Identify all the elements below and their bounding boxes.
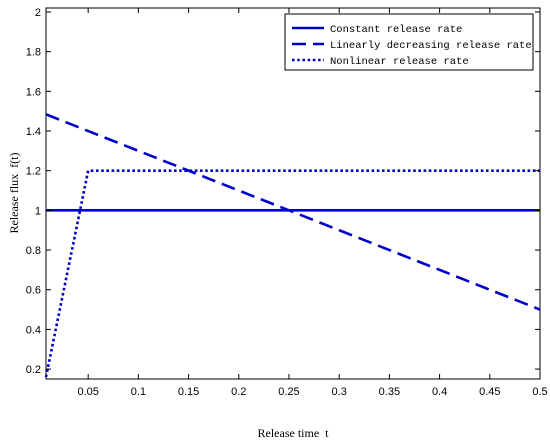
- legend-label-2: Linearly decreasing release rate: [330, 40, 532, 52]
- series-line-2: [45, 113, 541, 311]
- x-axis-label: Release time t: [258, 426, 330, 440]
- x-tick-label: 0.05: [77, 386, 98, 398]
- x-tick-label: 0.15: [178, 386, 199, 398]
- y-tick-label: 1.4: [26, 126, 41, 138]
- y-tick-label: 1.2: [26, 166, 41, 178]
- y-tick-label: 0.2: [26, 364, 41, 376]
- y-tick-label: 2: [35, 7, 41, 19]
- y-tick-label: 0.8: [26, 245, 41, 257]
- x-tick-label: 0.1: [131, 386, 146, 398]
- legend-label-3: Nonlinear release rate: [330, 56, 469, 68]
- x-tick-label: 0.4: [432, 386, 447, 398]
- y-axis-label: Release flux f(t): [7, 153, 21, 234]
- y-tick-label: 0.6: [26, 285, 41, 297]
- x-tick-label: 0.35: [379, 386, 400, 398]
- legend: Constant release rate Linearly decreasing…: [284, 13, 534, 71]
- x-tick-label: 0.5: [532, 386, 547, 398]
- y-tick-label: 1.8: [26, 47, 41, 59]
- x-tick-label: 0.2: [231, 386, 246, 398]
- ticks-layer: 0.05 0.1 0.15 0.2 0.25 0.3 0.35 0.4 0.45 0.5 0.2 0.…: [26, 7, 548, 398]
- y-tick-label: 1.6: [26, 86, 41, 98]
- x-tick-label: 0.3: [332, 386, 347, 398]
- x-tick-label: 0.25: [278, 386, 299, 398]
- y-tick-label: 0.4: [26, 324, 41, 336]
- x-tick-label: 0.45: [479, 386, 500, 398]
- series-layer: [44, 113, 541, 378]
- legend-label-1: Constant release rate: [330, 24, 462, 36]
- series-line-3: [44, 169, 540, 378]
- y-tick-label: 1: [35, 205, 41, 217]
- legend-box: [284, 13, 534, 71]
